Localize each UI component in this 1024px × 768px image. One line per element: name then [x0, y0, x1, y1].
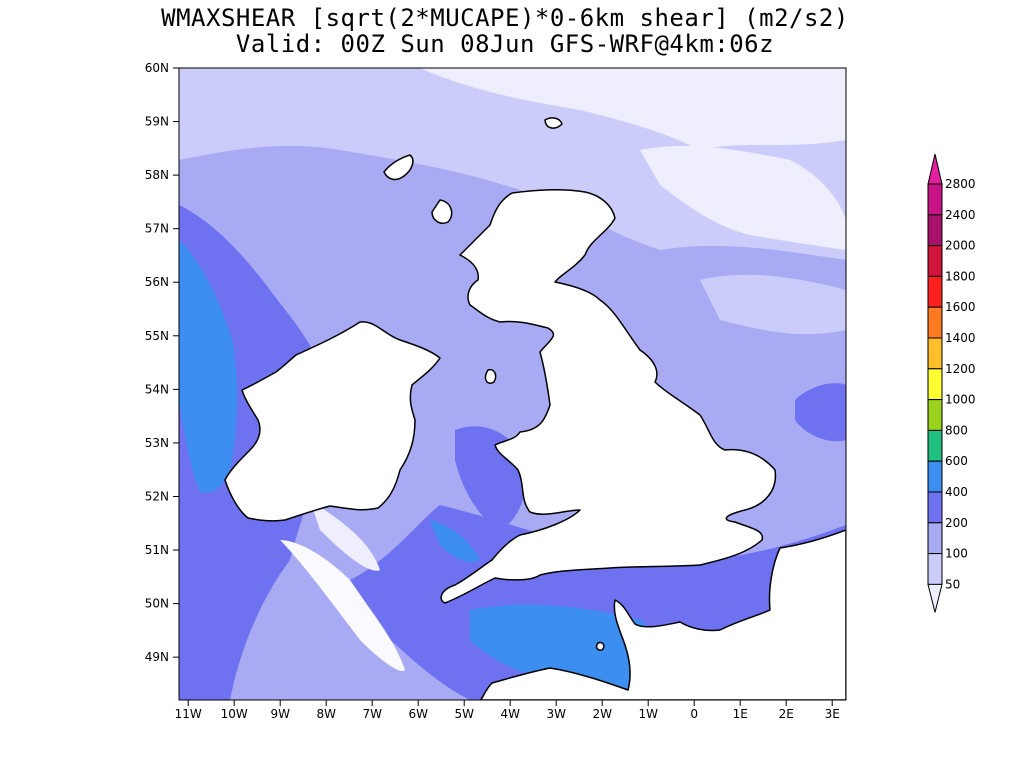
lon-tick-label: 9W — [270, 707, 290, 721]
colorbar-label: 400 — [945, 485, 968, 499]
map-title: WMAXSHEAR [sqrt(2*MUCAPE)*0-6km shear] (… — [161, 4, 849, 32]
colorbar-label: 50 — [945, 577, 960, 591]
colorbar-label: 1400 — [945, 331, 976, 345]
island-hebrides — [383, 154, 414, 181]
isle-of-man — [484, 368, 497, 384]
lon-tick-label: 2W — [592, 707, 612, 721]
field-band-lt50-sw — [310, 500, 380, 571]
field-band-lt50-north — [420, 68, 846, 150]
field-band-50-east — [700, 274, 846, 335]
colorbar-label: 2400 — [945, 208, 976, 222]
field-band-lt50-ne — [640, 145, 846, 250]
colorbar: 2800 2400 2000 1800 1600 1400 1200 1000 800 600 40… — [927, 153, 976, 613]
colorbar-label: 600 — [945, 454, 968, 468]
colorbar-swatch — [927, 337, 943, 370]
map-frame — [178, 67, 847, 701]
map-subtitle: Valid: 00Z Sun 08Jun GFS-WRF@4km:06z — [235, 30, 775, 58]
lat-tick-label: 50N — [145, 597, 169, 611]
field-band-200-east — [795, 383, 846, 442]
colorbar-swatch — [927, 245, 943, 277]
lon-tick-label: 11W — [175, 707, 202, 721]
colorbar-label: 2000 — [945, 239, 976, 253]
colorbar-swatch — [927, 183, 943, 216]
colorbar-label: 1600 — [945, 300, 976, 314]
lon-axis: 11W 10W 9W 8W 7W 6W 5W 4W 3W 2W 1W 0 1E 2E 3E — [175, 700, 840, 721]
lon-tick-label: 4W — [500, 707, 520, 721]
lon-tick-label: 8W — [316, 707, 336, 721]
lat-tick-label: 60N — [145, 61, 169, 75]
lat-axis: 60N 59N 58N 57N 56N 55N 54N 53N 52N 51N 50N 49N — [145, 61, 179, 664]
colorbar-label: 1800 — [945, 269, 976, 283]
lat-tick-label: 49N — [145, 650, 169, 664]
field-band-white-sw — [280, 540, 405, 671]
lat-tick-label: 59N — [145, 115, 169, 129]
lat-tick-label: 54N — [145, 382, 169, 396]
lat-tick-label: 55N — [145, 329, 169, 343]
lat-tick-label: 58N — [145, 168, 169, 182]
colorbar-swatch — [927, 429, 943, 462]
lat-tick-label: 52N — [145, 489, 169, 503]
colorbar-top-arrow — [927, 153, 943, 185]
colorbar-label: 1200 — [945, 362, 976, 376]
france — [479, 529, 846, 700]
field-band-400-west — [179, 240, 238, 493]
colorbar-swatch — [927, 522, 943, 555]
lon-tick-label: 5W — [454, 707, 474, 721]
lon-tick-label: 7W — [362, 707, 382, 721]
lon-tick-label: 10W — [221, 707, 248, 721]
colorbar-label: 800 — [945, 423, 968, 437]
great-britain — [440, 189, 777, 604]
field-band-400-channel — [470, 604, 658, 690]
colorbar-label: 2800 — [945, 177, 976, 191]
colorbar-label: 100 — [945, 547, 968, 561]
coastlines — [224, 117, 846, 700]
colorbar-bottom-arrow — [927, 583, 943, 613]
lat-tick-label: 57N — [145, 222, 169, 236]
lon-tick-label: 2E — [779, 707, 794, 721]
lon-tick-label: 1W — [638, 707, 658, 721]
colorbar-swatch — [927, 368, 943, 401]
field-band-400-celtic — [430, 520, 480, 562]
lon-tick-label: 6W — [408, 707, 428, 721]
colorbar-swatch — [927, 553, 943, 585]
lon-tick-label: 1E — [733, 707, 748, 721]
channel-island — [595, 641, 605, 651]
colorbar-swatch — [927, 491, 943, 524]
colorbar-label: 200 — [945, 516, 968, 530]
island-orkney — [544, 117, 563, 129]
colorbar-swatch — [927, 399, 943, 431]
lon-tick-label: 0 — [690, 707, 698, 721]
lat-tick-label: 51N — [145, 543, 169, 557]
colorbar-swatch — [927, 306, 943, 339]
lon-tick-label: 3W — [546, 707, 566, 721]
island-skye — [431, 199, 453, 224]
colorbar-label: 1000 — [945, 393, 976, 407]
colorbar-swatch — [927, 460, 943, 493]
ireland — [224, 321, 441, 522]
lat-tick-label: 53N — [145, 436, 169, 450]
lon-tick-label: 3E — [825, 707, 840, 721]
colorbar-swatch — [927, 275, 943, 308]
lat-tick-label: 56N — [145, 275, 169, 289]
colorbar-swatch — [927, 214, 943, 247]
